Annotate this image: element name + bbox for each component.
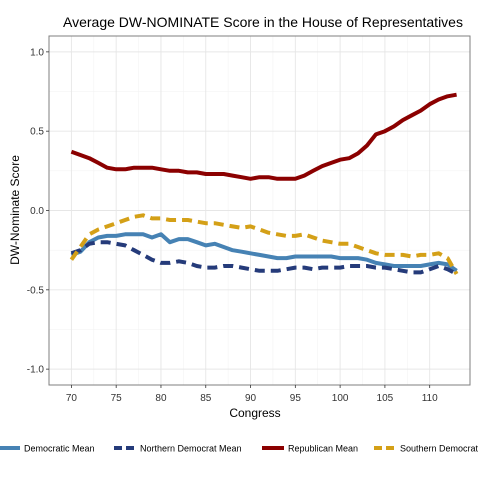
x-axis-title: Congress bbox=[229, 406, 280, 420]
x-tick-label: 80 bbox=[155, 393, 167, 404]
x-tick-label: 90 bbox=[245, 393, 257, 404]
plot-area: 1.0 0.5 0.0 -0.5 -1.0 70 75 80 85 90 95 100 105 110 bbox=[27, 35, 471, 404]
x-tick-label: 85 bbox=[200, 393, 212, 404]
series-line-democratic-mean bbox=[70, 232, 458, 273]
legend: Democratic Mean Northern Democrat Mean Rep… bbox=[0, 444, 480, 454]
y-tick-label: -1.0 bbox=[27, 365, 45, 376]
x-tick-label: 100 bbox=[332, 393, 349, 404]
x-tick-label: 95 bbox=[290, 393, 302, 404]
chart-title: Average DW-NOMINATE Score in the House o… bbox=[63, 14, 463, 30]
legend-label: Republican Mean bbox=[288, 444, 358, 454]
series-line-republican-mean bbox=[70, 92, 457, 181]
legend-label: Southern Democrat Mean bbox=[400, 444, 480, 454]
y-tick-label: 0.0 bbox=[30, 206, 44, 217]
y-tick-label: 0.5 bbox=[30, 127, 44, 138]
y-axis-title: DW-Nominate Score bbox=[8, 155, 22, 265]
x-tick-label: 110 bbox=[422, 393, 438, 404]
y-tick-label: -0.5 bbox=[27, 285, 45, 296]
legend-label: Northern Democrat Mean bbox=[140, 444, 242, 454]
x-tick-label: 70 bbox=[66, 393, 78, 404]
series-line-northern-democrat-mean bbox=[70, 240, 458, 276]
x-tick-label: 105 bbox=[377, 393, 394, 404]
legend-label: Democratic Mean bbox=[24, 444, 95, 454]
x-tick-label: 75 bbox=[111, 393, 123, 404]
y-tick-label: 1.0 bbox=[30, 47, 44, 58]
series-line-southern-democrat-mean bbox=[69, 213, 459, 275]
